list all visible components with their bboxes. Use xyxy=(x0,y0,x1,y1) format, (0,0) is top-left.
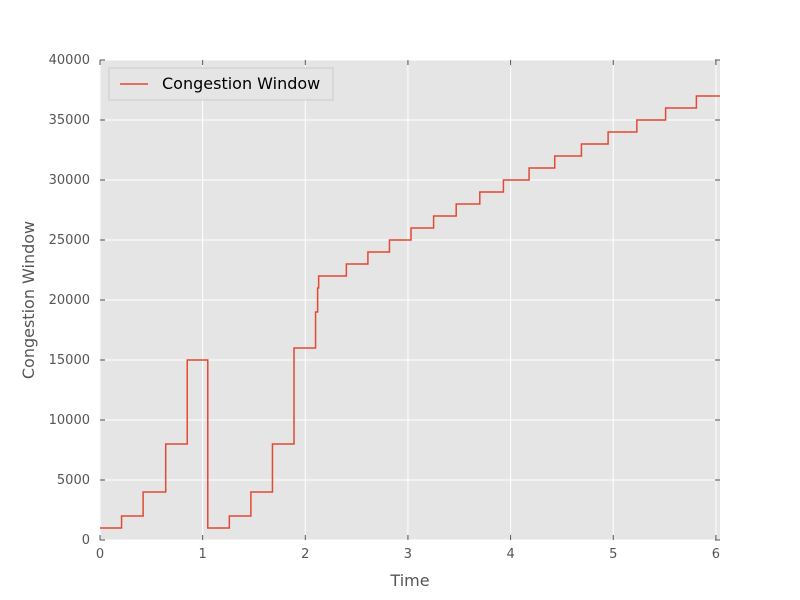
y-tick-label: 0 xyxy=(82,533,90,548)
series-layer xyxy=(100,95,720,529)
grid-lines xyxy=(99,59,720,541)
y-tick-label: 10000 xyxy=(49,413,90,428)
y-axis-label: Congestion Window xyxy=(19,221,38,379)
x-tick-label: 0 xyxy=(96,547,104,562)
x-axis-ticks: 0 1 2 3 4 5 6 xyxy=(96,60,720,562)
y-axis-ticks: 0 5000 10000 15000 20000 25000 30000 35000 40000 xyxy=(49,53,720,548)
x-axis-label: Time xyxy=(389,571,429,590)
x-tick-label: 2 xyxy=(301,547,309,562)
x-tick-label: 1 xyxy=(199,547,207,562)
legend-label: Congestion Window xyxy=(162,74,320,93)
y-tick-label: 40000 xyxy=(49,53,90,68)
y-tick-label: 35000 xyxy=(49,113,90,128)
y-tick-label: 20000 xyxy=(49,293,90,308)
y-tick-label: 15000 xyxy=(49,353,90,368)
y-tick-label: 5000 xyxy=(57,473,90,488)
x-tick-label: 6 xyxy=(712,547,720,562)
x-tick-label: 4 xyxy=(506,547,514,562)
x-tick-label: 3 xyxy=(404,547,412,562)
x-tick-label: 5 xyxy=(609,547,617,562)
congestion-window-line xyxy=(100,95,720,529)
y-tick-label: 25000 xyxy=(49,233,90,248)
legend: Congestion Window xyxy=(108,67,334,101)
y-tick-label: 30000 xyxy=(49,173,90,188)
